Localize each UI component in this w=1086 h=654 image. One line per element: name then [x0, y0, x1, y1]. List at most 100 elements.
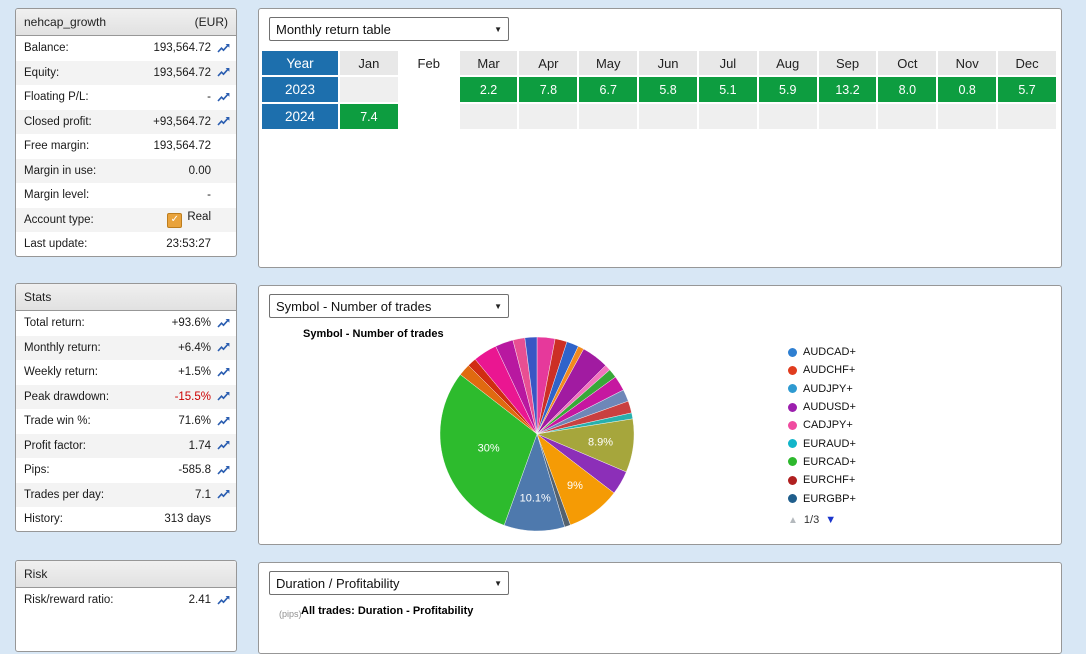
stat-value: 313 days	[164, 513, 211, 526]
duration-view-dropdown-value: Duration / Profitability	[276, 575, 400, 591]
monthly-data-row: 2024 7.4	[262, 104, 1056, 129]
pie-slice-label: 10.1%	[520, 493, 551, 505]
chart-popup-icon[interactable]	[216, 594, 231, 606]
stat-row: Free margin: 193,564.72	[16, 134, 236, 159]
chart-popup-icon[interactable]	[216, 67, 231, 79]
chart-popup-icon[interactable]	[216, 391, 231, 403]
chart-popup-icon[interactable]	[216, 91, 231, 103]
legend-color-dot	[788, 439, 797, 449]
chart-popup-icon[interactable]	[216, 415, 231, 427]
month-return-cell	[698, 104, 757, 129]
legend-page-number: 1/3	[803, 514, 820, 526]
month-return-cell: 5.7	[998, 77, 1056, 102]
stat-value: +1.5%	[178, 366, 211, 379]
stat-row: Balance: 193,564.72	[16, 36, 236, 61]
stat-value: 193,564.72	[153, 140, 211, 153]
stat-value: 193,564.72	[153, 42, 211, 55]
month-return-cell	[399, 104, 458, 129]
chart-popup-icon[interactable]	[216, 366, 231, 378]
month-return-cell	[340, 77, 398, 102]
month-return-cell: 2.2	[459, 77, 518, 102]
month-return-cell: 6.7	[579, 77, 638, 102]
year-cell: 2023	[262, 77, 338, 102]
legend-label: EURCAD+	[803, 455, 856, 468]
chart-popup-icon[interactable]	[216, 42, 231, 54]
account-name: nehcap_growth	[24, 15, 107, 29]
legend-page-down-icon[interactable]: ▼	[825, 514, 837, 526]
month-column-header: May	[579, 51, 638, 75]
stat-value: -	[207, 91, 211, 104]
monthly-return-panel: Monthly return table ▼ Year Jan Feb Mar Apr M…	[258, 8, 1062, 268]
stat-row: Equity: 193,564.72	[16, 60, 236, 85]
symbol-view-dropdown[interactable]: Symbol - Number of trades ▼	[269, 294, 509, 318]
legend-page-up-icon[interactable]: ▲	[788, 514, 798, 526]
monthly-data-row: 2023 2.2 7.8 6.7 5.8 5.1 5.9 13.2 8.0 0.8 5.7	[262, 77, 1056, 102]
account-rows: Balance: 193,564.72 Equity: 193,564.72 Float…	[16, 36, 236, 256]
stat-label: Risk/reward ratio:	[24, 594, 114, 607]
pie-slice	[439, 374, 538, 526]
chevron-down-icon: ▼	[494, 301, 502, 311]
stat-row: Trade win %: 71.6%	[16, 409, 236, 434]
month-return-cell: 0.8	[938, 77, 997, 102]
stat-value: +93,564.72	[153, 115, 211, 128]
stat-value: -	[207, 189, 211, 202]
month-return-cell	[818, 104, 877, 129]
month-column-header: Sep	[818, 51, 877, 75]
stat-label: Equity:	[24, 66, 60, 79]
stat-row: Pips: -585.8	[16, 458, 236, 483]
stat-label: Total return:	[24, 317, 85, 330]
legend-label: AUDJPY+	[803, 382, 853, 395]
monthly-return-table: Year Jan Feb Mar Apr May Jun Jul Aug Sep Oct Nov Dec…	[260, 49, 1058, 131]
account-currency: (EUR)	[194, 15, 228, 29]
chart-popup-icon[interactable]	[216, 464, 231, 476]
month-return-cell	[579, 104, 638, 129]
symbol-trades-panel: Symbol - Number of trades ▼ Symbol - Num…	[258, 285, 1062, 545]
month-column-header: Jun	[639, 51, 697, 75]
stat-label: Profit factor:	[24, 439, 86, 452]
legend-color-dot	[788, 347, 797, 357]
chart-popup-icon[interactable]	[216, 440, 231, 452]
stat-value: 2.41	[188, 594, 211, 607]
account-panel: nehcap_growth (EUR) Balance: 193,564.72 Eq…	[15, 8, 237, 257]
stat-row: Total return: +93.6%	[16, 311, 236, 336]
chart-popup-icon[interactable]	[216, 489, 231, 501]
risk-panel-header: Risk	[16, 561, 236, 588]
stat-value: 1.74	[188, 439, 211, 452]
duration-view-dropdown[interactable]: Duration / Profitability ▼	[269, 571, 509, 595]
month-column-header: Mar	[459, 51, 518, 75]
chart-popup-icon[interactable]	[216, 317, 231, 329]
trading-dashboard: nehcap_growth (EUR) Balance: 193,564.72 Eq…	[15, 8, 1062, 654]
stat-value: -585.8	[178, 464, 211, 477]
monthly-view-dropdown[interactable]: Monthly return table ▼	[269, 17, 509, 41]
chart-popup-icon[interactable]	[216, 116, 231, 128]
stat-value: 0.00	[188, 164, 211, 177]
month-return-cell	[758, 104, 817, 129]
risk-panel: Risk Risk/reward ratio: 2.41	[15, 560, 237, 652]
stat-row: Floating P/L: -	[16, 85, 236, 110]
stat-row: Margin level: -	[16, 183, 236, 208]
pie-slice	[524, 336, 538, 435]
stat-row: Weekly return: +1.5%	[16, 360, 236, 385]
legend-item: EURAUD+	[788, 434, 856, 452]
monthly-view-dropdown-value: Monthly return table	[276, 21, 391, 37]
stat-row: Risk/reward ratio: 2.41	[16, 588, 236, 613]
symbol-view-dropdown-value: Symbol - Number of trades	[276, 298, 432, 314]
real-account-checkbox[interactable]: ✓	[167, 213, 183, 229]
stat-label: Account type:	[24, 213, 94, 226]
stat-value: -15.5%	[174, 390, 211, 403]
pips-axis-label: (pips)	[279, 609, 302, 619]
month-return-cell: 8.0	[878, 77, 937, 102]
icon-spacer	[216, 513, 231, 525]
legend-color-dot	[788, 420, 797, 430]
stat-label: Weekly return:	[24, 366, 98, 379]
icon-spacer	[216, 140, 231, 152]
legend-label: AUDUSD+	[803, 401, 856, 414]
chart-popup-icon[interactable]	[216, 342, 231, 354]
stat-value: ✓ Real	[94, 211, 216, 229]
stats-panel-title: Stats	[24, 290, 52, 304]
duration-profitability-panel: Duration / Profitability ▼ (pips) All tr…	[258, 562, 1062, 654]
month-return-cell	[639, 104, 697, 129]
legend-item: EURGBP+	[788, 489, 856, 507]
month-return-cell: 5.8	[639, 77, 697, 102]
pie-slice-label: 30%	[478, 443, 500, 455]
